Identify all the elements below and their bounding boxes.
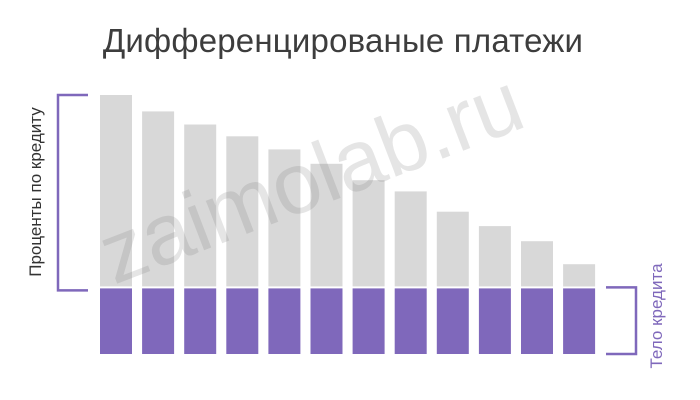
bar-principal-11: [521, 288, 553, 354]
bar-interest-12: [563, 264, 596, 287]
bar-interest-2: [142, 111, 175, 287]
bar-principal-5: [268, 288, 301, 354]
bar-principal-6: [310, 288, 343, 354]
bar-interest-5: [268, 149, 301, 287]
bar-principal-3: [184, 288, 217, 354]
bar-principal-1: [100, 288, 132, 354]
bar-interest-1: [100, 95, 132, 287]
bar-interest-9: [436, 211, 469, 287]
chart-title: Дифференцированые платежи: [102, 22, 584, 59]
bar-interest-11: [521, 241, 553, 287]
bar-principal-7: [352, 288, 385, 354]
bar-principal-12: [563, 288, 596, 354]
bar-interest-4: [226, 136, 259, 287]
bar-interest-10: [478, 226, 511, 287]
bar-interest-3: [184, 124, 217, 287]
bar-interest-7: [352, 180, 385, 287]
bar-principal-4: [226, 288, 259, 354]
bar-principal-9: [436, 288, 469, 354]
interest-bracket: [56, 93, 88, 292]
bar-interest-8: [394, 191, 427, 287]
bar-principal-8: [394, 288, 427, 354]
bar-interest-6: [310, 163, 343, 287]
interest-axis-label: Проценты по кредиту: [26, 107, 45, 277]
bar-principal-10: [478, 288, 511, 354]
bar-principal-2: [142, 288, 175, 354]
principal-bracket: [606, 286, 638, 356]
principal-axis-label: Тело кредита: [647, 263, 666, 369]
